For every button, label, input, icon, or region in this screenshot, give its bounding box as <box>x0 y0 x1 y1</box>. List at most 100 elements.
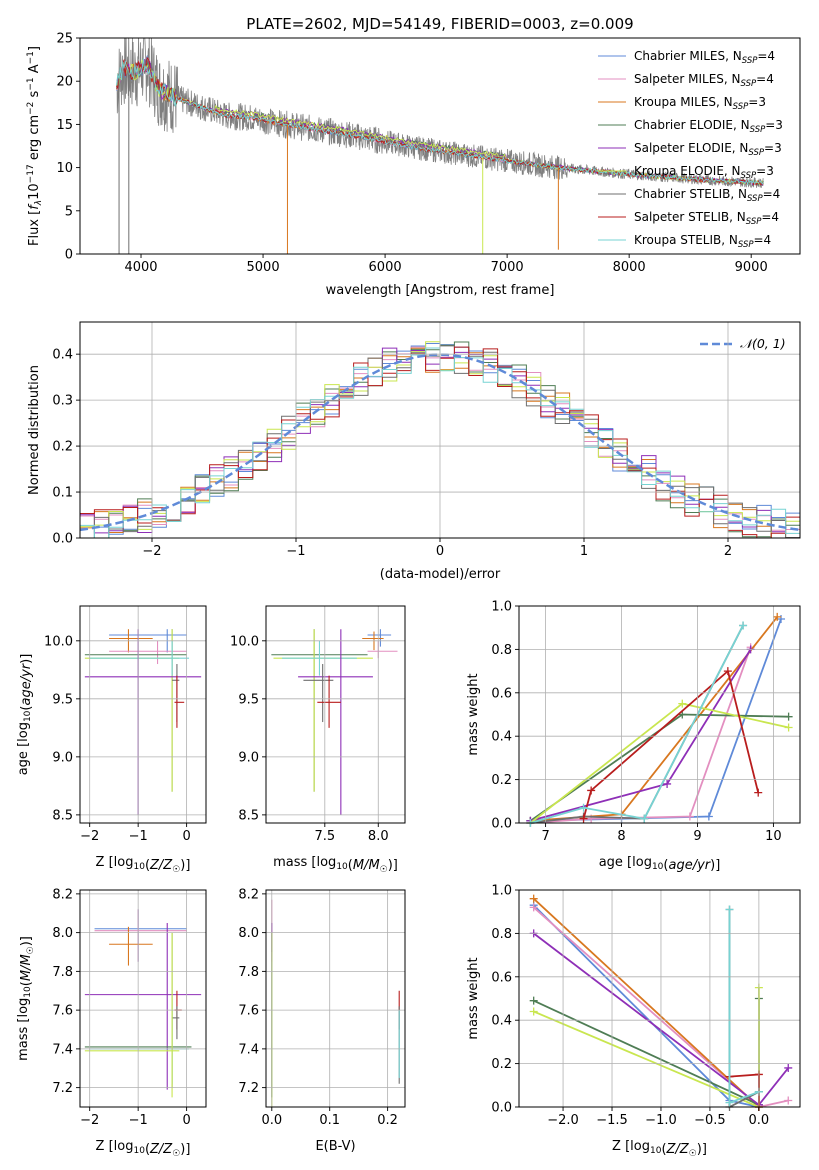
mass-vs-EBV-ytick-label-3: 7.8 <box>238 965 259 980</box>
age-vs-Z-axes <box>80 606 206 823</box>
massweight-vs-age-line-6 <box>530 625 744 824</box>
mass-vs-Z-ytick-label-4: 8.0 <box>52 926 73 941</box>
massweight-vs-Z-panel: Z [log10(Z/Z☉)] mass weight <box>466 894 793 1159</box>
residuals-ytick-label-2: 0.2 <box>52 440 73 455</box>
spectrum-observed-line <box>116 38 764 189</box>
mass-vs-EBV-ytick-label-2: 7.6 <box>238 1004 259 1019</box>
massweight-vs-age-marker-1-2 <box>685 812 694 821</box>
massweight-vs-age-marker-2-2 <box>773 612 782 621</box>
spectrum-xtick-label-0: 4000 <box>124 260 157 275</box>
massweight-vs-Z-xtick-label-1: −1.5 <box>596 1113 628 1128</box>
mass-vs-EBV-points <box>271 899 400 1107</box>
massweight-vs-age-ytick-label-0: 0.0 <box>491 817 512 832</box>
massweight-vs-Z-xtick-label-4: 0.0 <box>749 1113 770 1128</box>
age-vs-mass-ytick-label-1: 9.0 <box>238 750 259 765</box>
massweight-vs-age-xtick-label-1: 8 <box>617 829 625 844</box>
spectrum-ytick-label-3: 15 <box>56 118 73 133</box>
massweight-vs-age-marker-7-2 <box>723 667 732 676</box>
massweight-vs-age-marker-8-2 <box>640 814 649 823</box>
age-vs-mass-panel: mass [log10(M/M☉)] <box>271 629 398 875</box>
mass-vs-EBV-ytick-label-1: 7.4 <box>238 1042 259 1057</box>
massweight-vs-age-ytick-label-5: 1.0 <box>491 600 512 615</box>
legend-entry-5: Kroupa ELODIE, NSSP=3 <box>634 164 774 181</box>
massweight-vs-Z-marker-4-2 <box>784 1063 793 1072</box>
age-vs-Z-ytick-label-2: 9.5 <box>52 692 73 707</box>
residuals-xtick-label-1: −1 <box>286 544 305 559</box>
mass-vs-Z-frame: −2 −1 0 7.2 7.4 7.6 7.8 8.0 8.2 <box>52 887 207 1128</box>
massweight-vs-age-ytick-label-2: 0.4 <box>491 730 512 745</box>
mass-vs-EBV-axes <box>266 890 405 1107</box>
massweight-vs-age-ytick-label-1: 0.2 <box>491 773 512 788</box>
residuals-ylabel: Normed distribution <box>27 365 42 495</box>
mass-vs-Z-ytick-label-3: 7.8 <box>52 965 73 980</box>
massweight-vs-Z-ytick-label-0: 0.0 <box>491 1101 512 1116</box>
massweight-vs-age-marker-3-2 <box>784 712 793 721</box>
residuals-frame: −2 −1 0 1 2 0.0 0.1 0.2 0.3 0.4 <box>52 321 801 559</box>
mass-vs-Z-xtick-label-2: 0 <box>182 1113 190 1128</box>
massweight-vs-Z-marker-5-0 <box>529 1007 538 1016</box>
age-vs-Z-spine <box>79 605 207 824</box>
mass-vs-Z-spine <box>79 889 207 1108</box>
mass-vs-EBV-spine <box>265 889 406 1108</box>
massweight-vs-Z-ytick-label-1: 0.2 <box>491 1057 512 1072</box>
spectrum-lines <box>116 38 764 254</box>
massweight-vs-Z-xtick-label-2: −1.0 <box>645 1113 677 1128</box>
mass-vs-Z-ylabel: mass [log10(M/M☉)] <box>16 936 36 1061</box>
residual-legend-label: 𝒩(0, 1) <box>740 336 786 351</box>
massweight-vs-Z-xtick-label-3: −0.5 <box>694 1113 726 1128</box>
mass-vs-Z-ytick-label-5: 8.2 <box>52 887 73 902</box>
spectrum-ytick-label-5: 25 <box>56 32 73 47</box>
massweight-vs-age-ytick-label-4: 0.8 <box>491 643 512 658</box>
mass-vs-EBV-ytick-label-0: 7.2 <box>238 1081 259 1096</box>
massweight-vs-age-line-8 <box>530 625 744 824</box>
legend-entry-1: Salpeter MILES, NSSP=4 <box>634 72 774 89</box>
mass-vs-Z-ytick-label-0: 7.2 <box>52 1081 73 1096</box>
massweight-vs-age-line-7 <box>582 669 760 819</box>
massweight-vs-Z-marker-2-0 <box>529 894 538 903</box>
age-vs-mass-xtick-label-0: 7.5 <box>314 829 335 844</box>
residuals-ytick-label-3: 0.3 <box>52 394 73 409</box>
age-vs-Z-xtick-label-0: −2 <box>80 829 99 844</box>
age-vs-Z-ylabel: age [log10(age/yr)] <box>16 654 34 776</box>
residuals-ytick-label-4: 0.4 <box>52 348 73 363</box>
age-vs-mass-axes <box>266 606 405 823</box>
panels: Chabrier MILES, NSSP=4 Salpeter MILES, NS… <box>16 32 801 1159</box>
spectrum-xtick-label-3: 7000 <box>491 260 524 275</box>
age-vs-Z-points <box>84 629 202 815</box>
massweight-vs-Z-marker-3-0 <box>529 996 538 1005</box>
massweight-vs-Z-marker-8-0 <box>725 905 734 914</box>
spectrum-legend: Chabrier MILES, NSSP=4 Salpeter MILES, NS… <box>598 49 783 250</box>
spectrum-model-8 <box>116 58 764 186</box>
age-vs-Z-ytick-label-0: 8.5 <box>52 808 73 823</box>
massweight-vs-Z-ylabel: mass weight <box>466 957 481 1039</box>
age-vs-Z-ytick-label-3: 10.0 <box>44 634 73 649</box>
age-vs-mass-spine <box>265 605 406 824</box>
mass-vs-EBV-ytick-label-5: 8.2 <box>238 887 259 902</box>
spectrum-frame: 4000 5000 6000 7000 8000 9000 0 5 10 15 20 25 <box>56 32 801 275</box>
residuals-xtick-label-4: 2 <box>724 544 732 559</box>
spectrum-model-7 <box>116 56 764 186</box>
residuals-xtick-label-2: 0 <box>436 544 444 559</box>
residuals-xtick-label-0: −2 <box>142 544 161 559</box>
mass-vs-Z-xlabel: Z [log10(Z/Z☉)] <box>96 1139 191 1159</box>
age-vs-Z-ytick-label-1: 9.0 <box>52 750 73 765</box>
legend-entry-3: Chabrier ELODIE, NSSP=3 <box>634 118 783 135</box>
massweight-vs-age-marker-8-1 <box>579 803 588 812</box>
age-vs-Z-xlabel: Z [log10(Z/Z☉)] <box>96 855 191 875</box>
massweight-vs-age-marker-8-3 <box>739 621 748 630</box>
mass-vs-Z-points <box>84 909 202 1098</box>
spectrum-ytick-label-2: 10 <box>56 161 73 176</box>
massweight-vs-Z-line-3 <box>533 998 760 1107</box>
spectrum-ylabel: Flux [fλ10−17 erg cm−2 s−1 A−1] <box>26 46 44 246</box>
massweight-vs-Z-marker-1-2 <box>784 1096 793 1105</box>
legend-entry-8: Kroupa STELIB, NSSP=4 <box>634 233 771 250</box>
spectrum-xtick-label-5: 9000 <box>735 260 768 275</box>
age-vs-mass-ytick-label-0: 8.5 <box>238 808 259 823</box>
massweight-vs-Z-marker-8-1 <box>725 1098 734 1107</box>
massweight-vs-age-marker-0-2 <box>704 812 713 821</box>
age-vs-Z-xtick-label-2: 0 <box>182 829 190 844</box>
massweight-vs-Z-ytick-label-4: 0.8 <box>491 927 512 942</box>
massweight-vs-age-marker-4-1 <box>663 779 672 788</box>
spectrum-spine <box>79 37 801 255</box>
